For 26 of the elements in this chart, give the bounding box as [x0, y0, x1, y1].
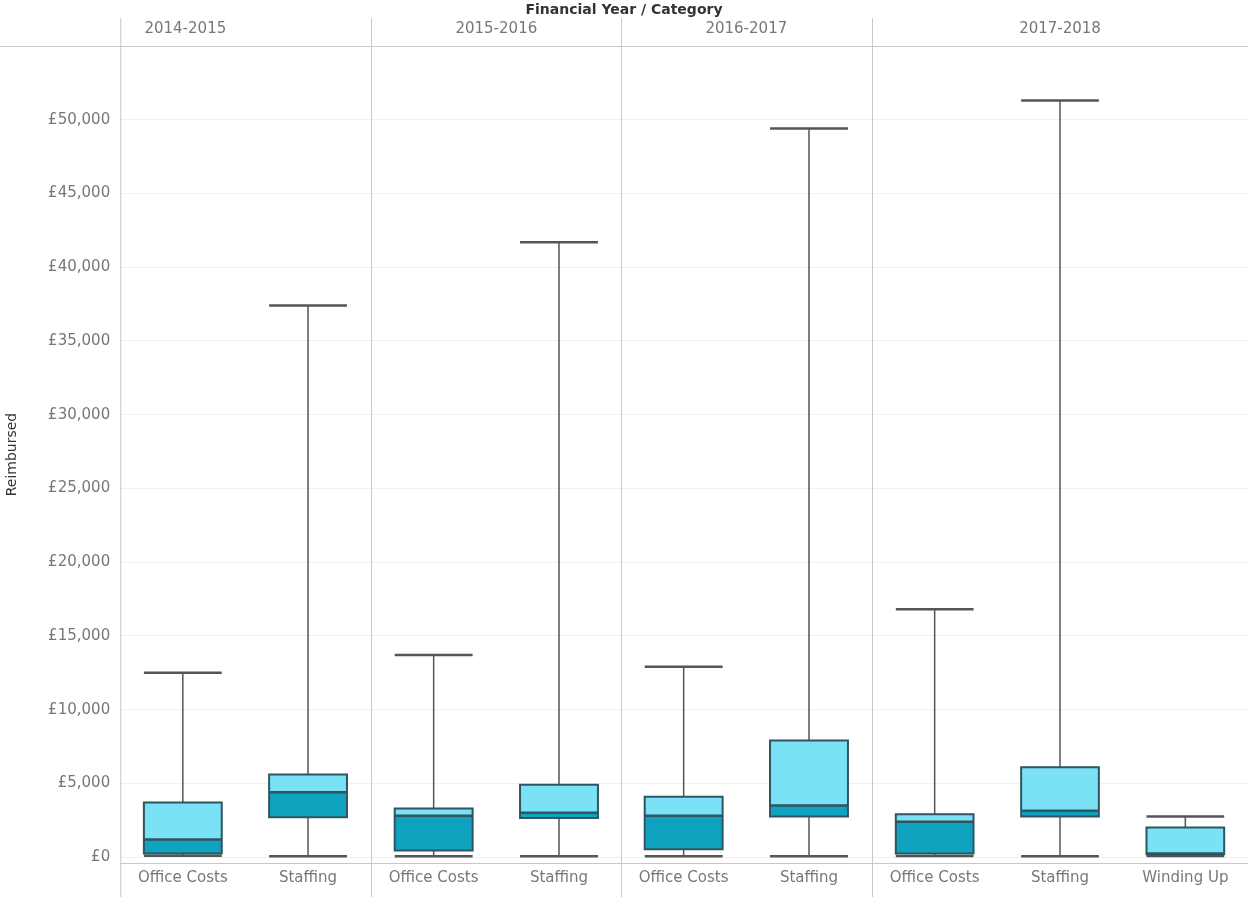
x-tick-label: Office Costs: [889, 867, 980, 886]
y-tick-label: £50,000: [48, 109, 111, 128]
chart-title: 2016-2017: [705, 18, 788, 37]
y-tick-label: £40,000: [48, 257, 111, 276]
x-tick-label: Office Costs: [388, 867, 479, 886]
x-tick-label: Staffing: [278, 867, 338, 886]
chart-title: 2014-2015: [144, 18, 227, 37]
x-tick-label: Office Costs: [639, 867, 730, 886]
x-tick-label: Staffing: [780, 867, 839, 886]
chart-title: 2017-2018: [1019, 18, 1101, 37]
y-tick-label: £45,000: [48, 183, 111, 202]
x-tick-label: Staffing: [1030, 867, 1090, 886]
y-axis-title: Reimbursed: [3, 412, 20, 497]
y-tick-label: £20,000: [48, 552, 111, 571]
y-tick-label: £15,000: [48, 625, 111, 644]
x-tick-label: Staffing: [529, 867, 588, 886]
y-tick-label: £0: [91, 847, 111, 865]
y-tick-label: £35,000: [48, 330, 111, 349]
y-tick-label: £30,000: [48, 404, 111, 423]
y-tick-label: £5,000: [57, 773, 111, 792]
x-tick-label: Office Costs: [137, 867, 228, 886]
chart-title: 2015-2016: [455, 18, 537, 37]
y-tick-label: £10,000: [48, 699, 111, 718]
x-tick-label: Winding Up: [1142, 867, 1229, 886]
text: Financial Year / Category: [524, 0, 724, 18]
y-tick-label: £25,000: [48, 478, 111, 497]
